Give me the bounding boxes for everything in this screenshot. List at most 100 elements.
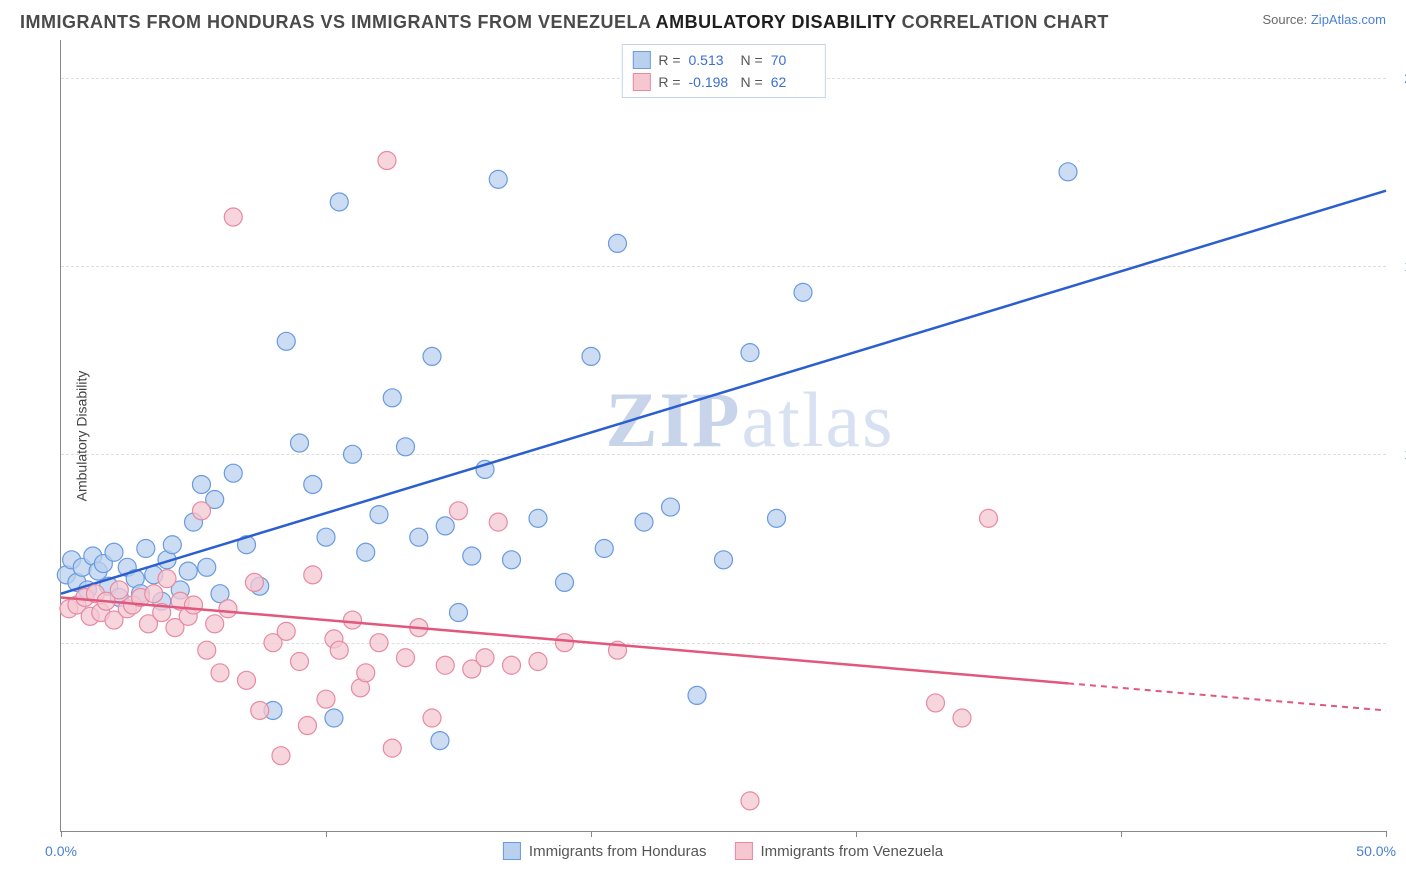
data-point <box>383 739 401 757</box>
data-point <box>741 792 759 810</box>
correlation-legend: R = 0.513 N = 70 R = -0.198 N = 62 <box>621 44 825 98</box>
data-point <box>211 664 229 682</box>
data-point <box>304 566 322 584</box>
data-point <box>277 332 295 350</box>
data-point <box>272 747 290 765</box>
r-value-venezuela: -0.198 <box>689 74 733 90</box>
n-value-honduras: 70 <box>771 52 815 68</box>
data-point <box>927 694 945 712</box>
data-point <box>317 690 335 708</box>
data-point <box>662 498 680 516</box>
source-prefix: Source: <box>1262 12 1310 27</box>
data-point <box>330 641 348 659</box>
trend-line-dashed <box>1068 683 1386 710</box>
data-point <box>163 536 181 554</box>
data-point <box>953 709 971 727</box>
data-point <box>370 506 388 524</box>
legend-row-honduras: R = 0.513 N = 70 <box>632 49 814 71</box>
data-point <box>423 709 441 727</box>
data-point <box>291 653 309 671</box>
data-point <box>179 562 197 580</box>
legend-item-honduras: Immigrants from Honduras <box>503 842 707 860</box>
n-value-venezuela: 62 <box>771 74 815 90</box>
data-point <box>277 622 295 640</box>
data-point <box>198 641 216 659</box>
data-point <box>198 558 216 576</box>
data-point <box>397 438 415 456</box>
data-point <box>688 686 706 704</box>
x-tick <box>326 831 327 837</box>
data-point <box>224 208 242 226</box>
data-point <box>556 573 574 591</box>
data-point <box>357 664 375 682</box>
x-tick <box>1121 831 1122 837</box>
scatter-svg <box>61 40 1386 831</box>
title-prefix: IMMIGRANTS FROM HONDURAS VS IMMIGRANTS F… <box>20 12 656 32</box>
legend-row-venezuela: R = -0.198 N = 62 <box>632 71 814 93</box>
data-point <box>397 649 415 667</box>
data-point <box>476 649 494 667</box>
data-point <box>330 193 348 211</box>
data-point <box>635 513 653 531</box>
data-point <box>794 283 812 301</box>
source-label: Source: ZipAtlas.com <box>1262 12 1386 27</box>
data-point <box>378 152 396 170</box>
data-point <box>238 671 256 689</box>
data-point <box>383 389 401 407</box>
data-point <box>529 509 547 527</box>
swatch-venezuela <box>632 73 650 91</box>
r-label: R = <box>658 52 680 68</box>
chart-title: IMMIGRANTS FROM HONDURAS VS IMMIGRANTS F… <box>20 12 1109 33</box>
legend-label-venezuela: Immigrants from Venezuela <box>760 843 943 860</box>
swatch-honduras <box>632 51 650 69</box>
x-tick-label: 0.0% <box>45 843 77 859</box>
data-point <box>110 581 128 599</box>
data-point <box>436 656 454 674</box>
data-point <box>344 611 362 629</box>
data-point <box>105 543 123 561</box>
data-point <box>595 540 613 558</box>
data-point <box>206 615 224 633</box>
x-tick <box>61 831 62 837</box>
data-point <box>423 347 441 365</box>
r-value-honduras: 0.513 <box>689 52 733 68</box>
r-label: R = <box>658 74 680 90</box>
data-point <box>768 509 786 527</box>
data-point <box>450 502 468 520</box>
data-point <box>185 596 203 614</box>
trend-line <box>61 191 1386 594</box>
data-point <box>980 509 998 527</box>
legend-item-venezuela: Immigrants from Venezuela <box>734 842 943 860</box>
x-tick-label: 50.0% <box>1356 843 1396 859</box>
swatch-honduras-icon <box>503 842 521 860</box>
data-point <box>410 528 428 546</box>
data-point <box>137 540 155 558</box>
title-highlight: AMBULATORY DISABILITY <box>656 12 897 32</box>
legend-label-honduras: Immigrants from Honduras <box>529 843 707 860</box>
x-tick <box>591 831 592 837</box>
data-point <box>344 445 362 463</box>
data-point <box>325 709 343 727</box>
data-point <box>556 634 574 652</box>
data-point <box>317 528 335 546</box>
swatch-venezuela-icon <box>734 842 752 860</box>
data-point <box>582 347 600 365</box>
chart-header: IMMIGRANTS FROM HONDURAS VS IMMIGRANTS F… <box>0 0 1406 39</box>
plot-region: ZIPatlas Ambulatory Disability R = 0.513… <box>60 40 1386 832</box>
data-point <box>224 464 242 482</box>
series-legend: Immigrants from Honduras Immigrants from… <box>503 842 943 860</box>
data-point <box>715 551 733 569</box>
data-point <box>192 502 210 520</box>
n-label: N = <box>741 74 763 90</box>
data-point <box>291 434 309 452</box>
chart-area: ZIPatlas Ambulatory Disability R = 0.513… <box>60 40 1386 832</box>
data-point <box>741 344 759 362</box>
data-point <box>251 701 269 719</box>
data-point <box>219 600 237 618</box>
data-point <box>357 543 375 561</box>
source-link[interactable]: ZipAtlas.com <box>1311 12 1386 27</box>
data-point <box>192 475 210 493</box>
data-point <box>158 570 176 588</box>
x-tick <box>1386 831 1387 837</box>
title-suffix: CORRELATION CHART <box>896 12 1109 32</box>
